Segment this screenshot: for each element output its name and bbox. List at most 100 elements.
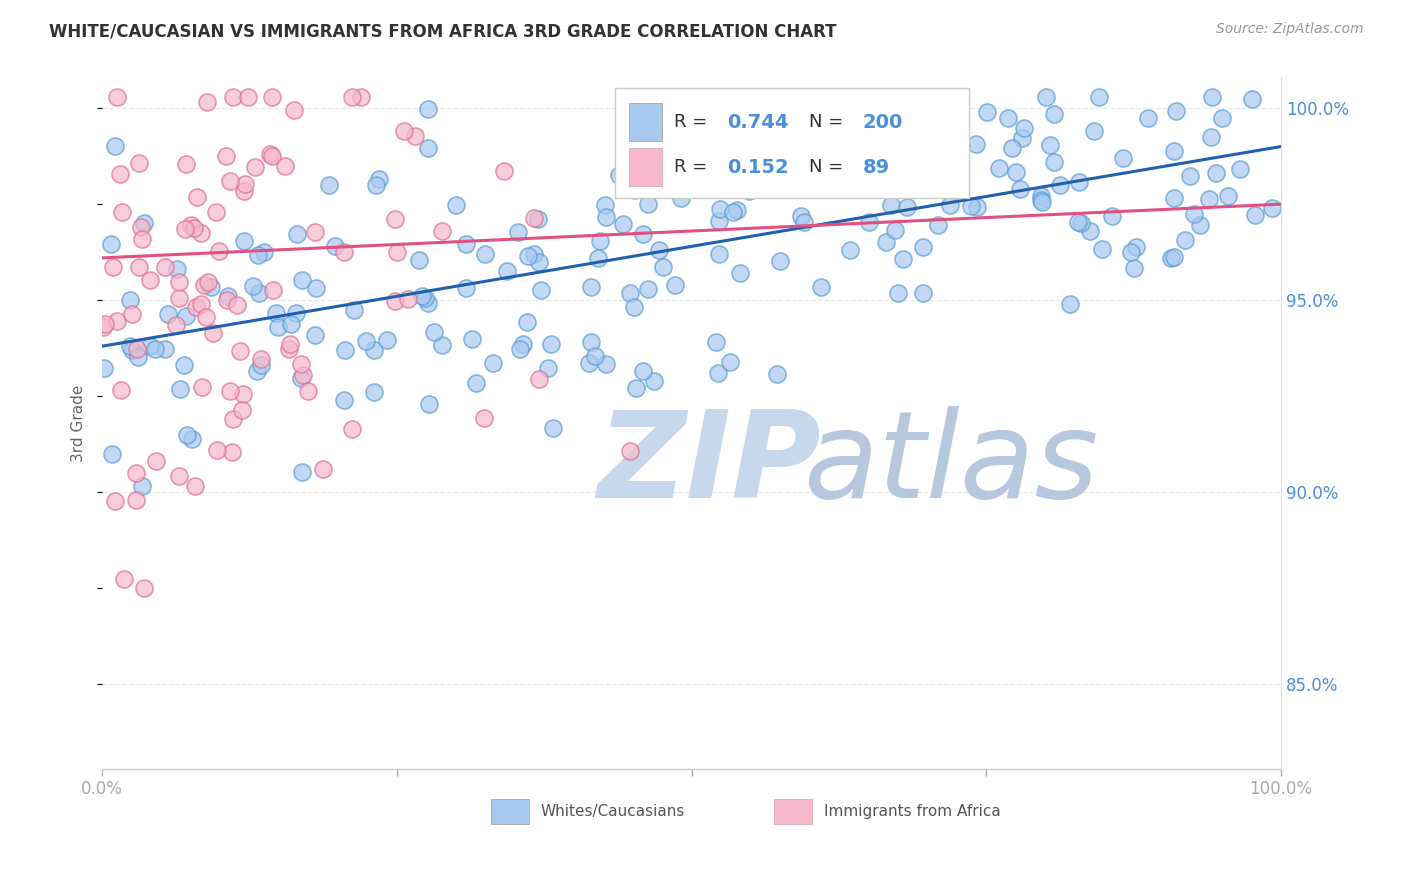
Point bbox=[411, 289, 433, 303]
Point bbox=[197, 275, 219, 289]
Point bbox=[396, 292, 419, 306]
Point bbox=[104, 139, 127, 153]
Point bbox=[127, 350, 149, 364]
Point bbox=[165, 318, 187, 333]
Point bbox=[156, 307, 179, 321]
Point bbox=[481, 356, 503, 370]
Point bbox=[349, 89, 371, 103]
Point bbox=[243, 160, 266, 174]
Point bbox=[1043, 107, 1066, 121]
Point bbox=[530, 283, 553, 297]
Point bbox=[987, 161, 1010, 176]
Point bbox=[839, 243, 862, 257]
Point bbox=[943, 127, 966, 141]
Y-axis label: 3rd Grade: 3rd Grade bbox=[72, 384, 86, 462]
Point bbox=[654, 165, 676, 179]
Point bbox=[134, 582, 156, 596]
Point bbox=[200, 280, 222, 294]
Point bbox=[682, 111, 704, 125]
Point bbox=[297, 384, 319, 399]
Point bbox=[1031, 195, 1053, 210]
Point bbox=[191, 380, 214, 394]
Point bbox=[356, 334, 378, 348]
Point bbox=[527, 255, 550, 269]
Point bbox=[595, 211, 617, 225]
Point bbox=[799, 153, 821, 167]
Point bbox=[526, 212, 548, 227]
Point bbox=[304, 225, 326, 239]
Point bbox=[278, 336, 301, 351]
Point bbox=[721, 205, 744, 219]
Point bbox=[111, 204, 134, 219]
Point bbox=[1160, 251, 1182, 265]
Point bbox=[1119, 245, 1142, 260]
Text: N =: N = bbox=[810, 113, 849, 131]
Point bbox=[578, 356, 600, 370]
Point bbox=[1229, 161, 1251, 176]
Point bbox=[976, 105, 998, 120]
Point bbox=[631, 227, 654, 241]
Point bbox=[205, 443, 228, 458]
Point bbox=[1125, 240, 1147, 254]
Point bbox=[218, 174, 240, 188]
Point bbox=[340, 89, 363, 103]
Point bbox=[131, 220, 153, 235]
Point bbox=[738, 184, 761, 198]
Point bbox=[215, 293, 238, 307]
Text: Immigrants from Africa: Immigrants from Africa bbox=[824, 804, 1000, 819]
Point bbox=[1261, 201, 1284, 215]
Point bbox=[589, 234, 612, 248]
Point bbox=[858, 215, 880, 229]
Point bbox=[415, 291, 437, 305]
FancyBboxPatch shape bbox=[775, 799, 811, 824]
Point bbox=[1205, 166, 1227, 180]
Point bbox=[1070, 215, 1092, 229]
Point bbox=[363, 384, 385, 399]
Point bbox=[740, 103, 762, 117]
Point bbox=[595, 358, 617, 372]
Point bbox=[1164, 103, 1187, 118]
Point bbox=[218, 384, 240, 398]
Point bbox=[1199, 130, 1222, 145]
Point bbox=[624, 183, 647, 197]
Point bbox=[793, 215, 815, 229]
Point bbox=[474, 247, 496, 261]
Point bbox=[418, 397, 440, 411]
Point bbox=[527, 372, 550, 386]
Point bbox=[1043, 155, 1066, 169]
Point bbox=[231, 403, 253, 417]
Point bbox=[205, 205, 228, 219]
Point bbox=[260, 89, 283, 103]
Point bbox=[342, 422, 364, 436]
Point bbox=[868, 140, 890, 154]
Point bbox=[1031, 193, 1053, 207]
Point bbox=[586, 251, 609, 265]
Point bbox=[912, 286, 935, 301]
Point bbox=[709, 214, 731, 228]
Point bbox=[169, 276, 191, 290]
Point bbox=[384, 294, 406, 309]
Point bbox=[1211, 111, 1233, 125]
Point bbox=[643, 374, 665, 388]
Point bbox=[368, 172, 391, 186]
Point bbox=[1218, 189, 1240, 203]
Point bbox=[131, 232, 153, 246]
Point bbox=[787, 128, 810, 143]
Point bbox=[186, 300, 208, 314]
Point bbox=[318, 178, 340, 192]
Point bbox=[1201, 89, 1223, 103]
Point bbox=[93, 360, 115, 375]
Point bbox=[176, 309, 198, 323]
Point bbox=[607, 169, 630, 183]
Point bbox=[648, 244, 671, 258]
Point bbox=[91, 320, 114, 334]
Point bbox=[263, 283, 285, 297]
Point bbox=[1163, 251, 1185, 265]
Point bbox=[232, 387, 254, 401]
Point bbox=[1188, 219, 1211, 233]
Point bbox=[1123, 261, 1146, 276]
Text: WHITE/CAUCASIAN VS IMMIGRANTS FROM AFRICA 3RD GRADE CORRELATION CHART: WHITE/CAUCASIAN VS IMMIGRANTS FROM AFRIC… bbox=[49, 22, 837, 40]
Point bbox=[887, 285, 910, 300]
Point bbox=[264, 306, 287, 320]
Point bbox=[997, 111, 1019, 125]
